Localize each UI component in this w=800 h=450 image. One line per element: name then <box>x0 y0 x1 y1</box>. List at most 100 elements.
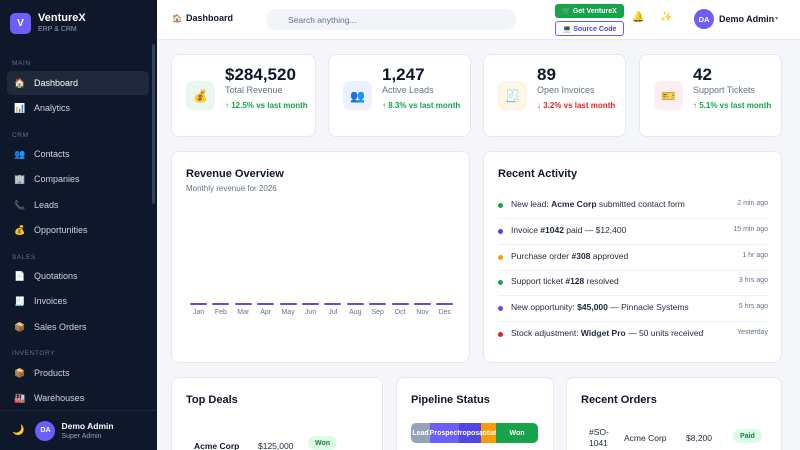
card-title: Recent Activity <box>498 168 578 180</box>
activity-item[interactable]: Stock adjustment: Widget Pro — 50 units … <box>498 322 768 348</box>
activity-time: 1 hr ago <box>742 251 768 259</box>
status-dot <box>498 306 503 312</box>
activity-item[interactable]: New lead: Acme Corp submitted contact fo… <box>498 193 768 219</box>
status-badge: Won <box>308 436 338 450</box>
activity-time: 3 hrs ago <box>738 277 768 285</box>
stat-change: ↑ 5.1% vs last month <box>693 101 772 110</box>
sidebar-user-name: Demo Admin <box>61 421 114 431</box>
top-deals-card: Top Deals Acme Corp $125,000 Won <box>171 377 383 450</box>
stat-value: 42 <box>693 65 712 84</box>
activity-item[interactable]: Support ticket #128 resolved 3 hrs ago <box>498 270 768 297</box>
sidebar-item-sales-orders[interactable]: 📦 Sales Orders <box>7 315 149 339</box>
sidebar-item-contacts[interactable]: 👥 Contacts <box>7 142 149 166</box>
pipeline-segment[interactable]: Prospect <box>430 423 460 443</box>
pipeline-segment[interactable]: Lead <box>411 423 431 443</box>
sidebar-item-leads[interactable]: 📞 Leads <box>7 193 149 217</box>
month-label: Jun <box>304 309 317 316</box>
activity-item[interactable]: New opportunity: $45,000 — Pinnacle Syst… <box>498 296 768 323</box>
revenue-bar <box>257 303 275 305</box>
sidebar-item-label: Leads <box>34 200 59 210</box>
stat-card-leads: 👥 1,247 Active Leads ↑ 8.3% vs last mont… <box>328 54 471 137</box>
sidebar: V VentureX ERP & CRM Main 🏠 Dashboard 📊 … <box>0 0 157 450</box>
sidebar-user-role: Super Admin <box>61 433 102 440</box>
month-label: Apr <box>260 309 272 316</box>
phone-icon: 📞 <box>14 199 26 210</box>
activity-item[interactable]: Purchase order #308 approved 1 hr ago <box>498 245 768 271</box>
activity-text: New lead: Acme Corp submitted contact fo… <box>511 199 685 209</box>
revenue-bar <box>234 303 252 305</box>
card-subtitle: Monthly revenue for 2026 <box>186 184 277 193</box>
month-label: Aug <box>349 309 362 316</box>
stat-change: ↑ 8.3% vs last month <box>382 101 461 110</box>
moon-icon[interactable]: 🌙 <box>12 425 25 436</box>
sidebar-scrollbar[interactable] <box>152 44 155 204</box>
user-name[interactable]: Demo Admin <box>719 14 775 24</box>
package-icon: 📦 <box>14 321 26 332</box>
month-label: Mar <box>237 309 250 316</box>
sidebar-item-companies[interactable]: 🏢 Companies <box>7 167 149 191</box>
sidebar-item-label: Invoices <box>34 296 68 306</box>
activity-time: 15 min ago <box>733 225 768 233</box>
search-input[interactable] <box>266 9 516 30</box>
sidebar-item-label: Analytics <box>34 103 71 113</box>
sparkle-icon[interactable]: ✨ <box>660 12 673 23</box>
month-label: Feb <box>214 309 227 316</box>
sidebar-item-label: Dashboard <box>34 78 79 88</box>
stat-card-tickets: 🎫 42 Support Tickets ↑ 5.1% vs last mont… <box>639 54 782 137</box>
activity-time: 2 min ago <box>737 200 768 207</box>
month-label: Oct <box>394 309 406 316</box>
activity-text: Support ticket #128 resolved <box>511 276 619 287</box>
source-code-button[interactable]: 💻 Source Code <box>555 21 624 36</box>
revenue-bar <box>436 303 454 305</box>
activity-item[interactable]: Invoice #1042 paid — $12,400 15 min ago <box>498 219 768 245</box>
receipt-icon: 🧾 <box>14 295 26 306</box>
activity-time: Yesterday <box>737 329 768 336</box>
status-dot <box>498 332 503 337</box>
sidebar-item-analytics[interactable]: 📊 Analytics <box>7 96 149 120</box>
stat-label: Support Tickets <box>693 85 756 95</box>
month-label: Nov <box>416 309 429 316</box>
pipeline-segment[interactable]: Proposal <box>459 423 481 443</box>
sidebar-item-label: Quotations <box>34 271 78 281</box>
pipeline-segment[interactable]: Negotiation <box>480 423 497 443</box>
bar-chart-icon: 📊 <box>14 102 26 113</box>
revenue-bar <box>391 303 409 305</box>
status-badge: Paid <box>733 429 762 443</box>
stat-card-invoices: 🧾 89 Open Invoices ↓ 3.2% vs last month <box>483 54 626 137</box>
sidebar-item-dashboard[interactable]: 🏠 Dashboard <box>7 71 149 95</box>
revenue-bar <box>279 303 297 305</box>
house-icon: 🏠 <box>14 77 26 88</box>
card-title: Pipeline Status <box>411 394 490 406</box>
sidebar-item-invoices[interactable]: 🧾 Invoices <box>7 289 149 313</box>
avatar[interactable]: DA <box>694 9 714 29</box>
recent-orders-card: Recent Orders #SO-1041 Acme Corp $8,200 … <box>566 377 782 450</box>
avatar: DA <box>35 420 56 441</box>
sidebar-item-label: Products <box>34 368 70 378</box>
sidebar-item-products[interactable]: 📦 Products <box>7 361 149 385</box>
status-dot <box>498 280 503 286</box>
deal-company: Acme Corp <box>194 441 240 450</box>
sidebar-item-quotations[interactable]: 📄 Quotations <box>7 264 149 288</box>
activity-text: Stock adjustment: Widget Pro — 50 units … <box>511 328 704 338</box>
sidebar-item-opportunities[interactable]: 💰 Opportunities <box>7 218 149 242</box>
table-row[interactable]: Acme Corp $125,000 Won <box>186 433 368 450</box>
brand[interactable]: V VentureX ERP & CRM <box>0 0 157 46</box>
chevron-down-icon[interactable]: ▾ <box>775 16 779 22</box>
pipeline-segment[interactable]: Won <box>496 423 538 443</box>
revenue-bar <box>212 303 230 305</box>
get-venturex-button[interactable]: 🛒 Get VentureX <box>555 4 624 18</box>
revenue-bar <box>324 303 342 305</box>
order-id[interactable]: #SO-1041 <box>589 427 609 448</box>
order-company: Acme Corp <box>624 433 667 443</box>
month-label: Jul <box>328 309 338 316</box>
sidebar-item-warehouses[interactable]: 🏭 Warehouses <box>7 386 149 410</box>
card-title: Revenue Overview <box>186 168 284 180</box>
pipeline-status-card: Pipeline Status LeadProspectProposalNego… <box>396 377 554 450</box>
topbar: 🏠Dashboard 🛒 Get VentureX 💻 Source Code … <box>157 0 800 40</box>
house-icon: 🏠 <box>172 14 182 23</box>
sidebar-user[interactable]: 🌙 DA Demo Admin Super Admin <box>0 410 157 450</box>
pipeline-bar[interactable]: LeadProspectProposalNegotiationWon <box>411 423 538 443</box>
nav-section-inventory: Inventory <box>12 350 56 357</box>
bell-icon[interactable]: 🔔 <box>632 12 645 23</box>
status-dot <box>498 203 503 208</box>
